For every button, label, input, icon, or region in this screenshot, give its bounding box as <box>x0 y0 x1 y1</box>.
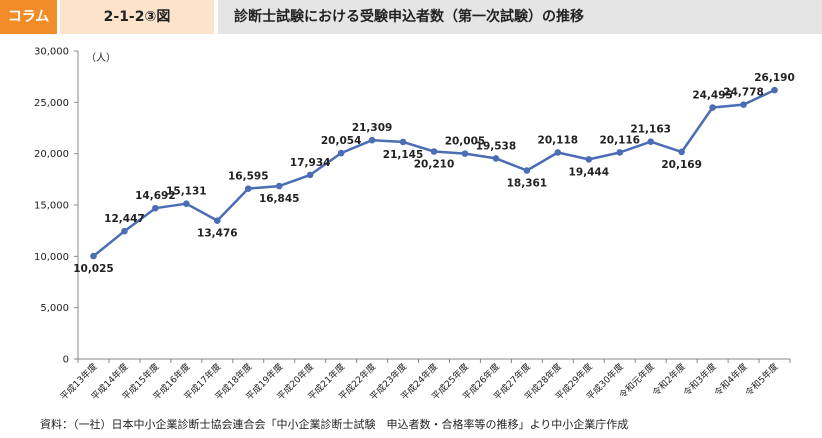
data-point <box>461 150 469 157</box>
y-tick-label: 5,000 <box>40 303 69 314</box>
data-label: 12,447 <box>104 213 145 225</box>
data-label: 16,595 <box>228 171 269 183</box>
series-group <box>90 86 778 260</box>
data-label: 20,169 <box>661 159 702 171</box>
figure-number-box: 2-1-2③図 <box>60 0 214 34</box>
unit-label: （人） <box>86 52 116 64</box>
y-tick-label: 15,000 <box>34 201 69 212</box>
data-label: 14,692 <box>135 190 176 202</box>
column-badge: コラム <box>0 0 57 34</box>
data-point <box>275 182 283 190</box>
data-label: 20,054 <box>321 135 362 147</box>
data-label: 19,444 <box>569 166 610 178</box>
data-label: 18,361 <box>507 177 548 189</box>
y-tick-label: 0 <box>63 355 69 366</box>
figure-number: 2-1-2③図 <box>103 9 171 25</box>
data-point <box>647 138 654 146</box>
y-tick-label: 20,000 <box>34 149 69 160</box>
x-tick-label: 令和2年度 <box>650 361 688 399</box>
data-point <box>771 86 778 94</box>
data-label: 26,190 <box>754 72 795 84</box>
data-point <box>492 155 500 162</box>
x-tick-label: 令和5年度 <box>743 361 781 399</box>
data-label: 21,309 <box>352 122 393 134</box>
data-point <box>523 167 531 174</box>
data-label: 20,118 <box>538 134 579 146</box>
data-point <box>585 156 593 163</box>
data-point <box>121 227 128 235</box>
y-tick-label: 30,000 <box>34 47 69 58</box>
data-point <box>399 138 407 146</box>
data-point <box>183 200 190 207</box>
data-label: 17,934 <box>290 157 331 169</box>
data-point <box>368 136 376 144</box>
data-label: 21,163 <box>630 124 671 136</box>
data-label: 15,131 <box>166 186 207 198</box>
data-point <box>337 149 345 157</box>
data-label: 13,476 <box>197 228 238 240</box>
data-label: 19,538 <box>476 140 517 152</box>
data-label: 20,210 <box>414 159 455 171</box>
y-axis-ticks: 0 5,000 10,000 15,000 20,000 25,000 30,000 <box>34 47 78 366</box>
data-point <box>740 101 747 108</box>
data-point <box>709 104 716 111</box>
data-label: 24,778 <box>723 87 764 99</box>
x-tick-label: 令和3年度 <box>681 361 719 399</box>
data-label: 20,005 <box>445 136 486 148</box>
y-tick-label: 10,000 <box>34 252 69 263</box>
source-note: 資料：（一社）日本中小企業診断士協会連合会「中小企業診断士試験 申込者数・合格率… <box>40 418 629 431</box>
y-tick-label: 25,000 <box>34 98 69 109</box>
data-point <box>244 185 252 192</box>
series-line <box>92 88 776 258</box>
data-point <box>554 149 562 156</box>
data-label: 20,116 <box>599 134 640 146</box>
data-label: 10,025 <box>73 263 114 275</box>
data-point <box>616 149 624 156</box>
data-label: 21,145 <box>383 149 424 161</box>
data-label: 24,495 <box>692 90 733 102</box>
data-point <box>152 204 159 212</box>
x-tick-label: 令和4年度 <box>712 361 750 399</box>
figure-header: コラム 2-1-2③図 診断士試験における受験申込者数（第一次試験）の推移 <box>0 0 822 34</box>
data-point <box>678 148 685 156</box>
x-axis-ticks: 平成13年度平成14年度平成15年度平成16年度平成17年度平成18年度平成19… <box>58 359 791 403</box>
data-point <box>430 148 438 155</box>
data-label: 16,845 <box>259 193 300 205</box>
figure-title: 診断士試験における受験申込者数（第一次試験）の推移 <box>234 9 584 25</box>
data-point <box>306 171 314 179</box>
data-point <box>214 217 221 224</box>
data-point <box>90 252 97 260</box>
figure-title-box: 診断士試験における受験申込者数（第一次試験）の推移 <box>218 0 822 34</box>
